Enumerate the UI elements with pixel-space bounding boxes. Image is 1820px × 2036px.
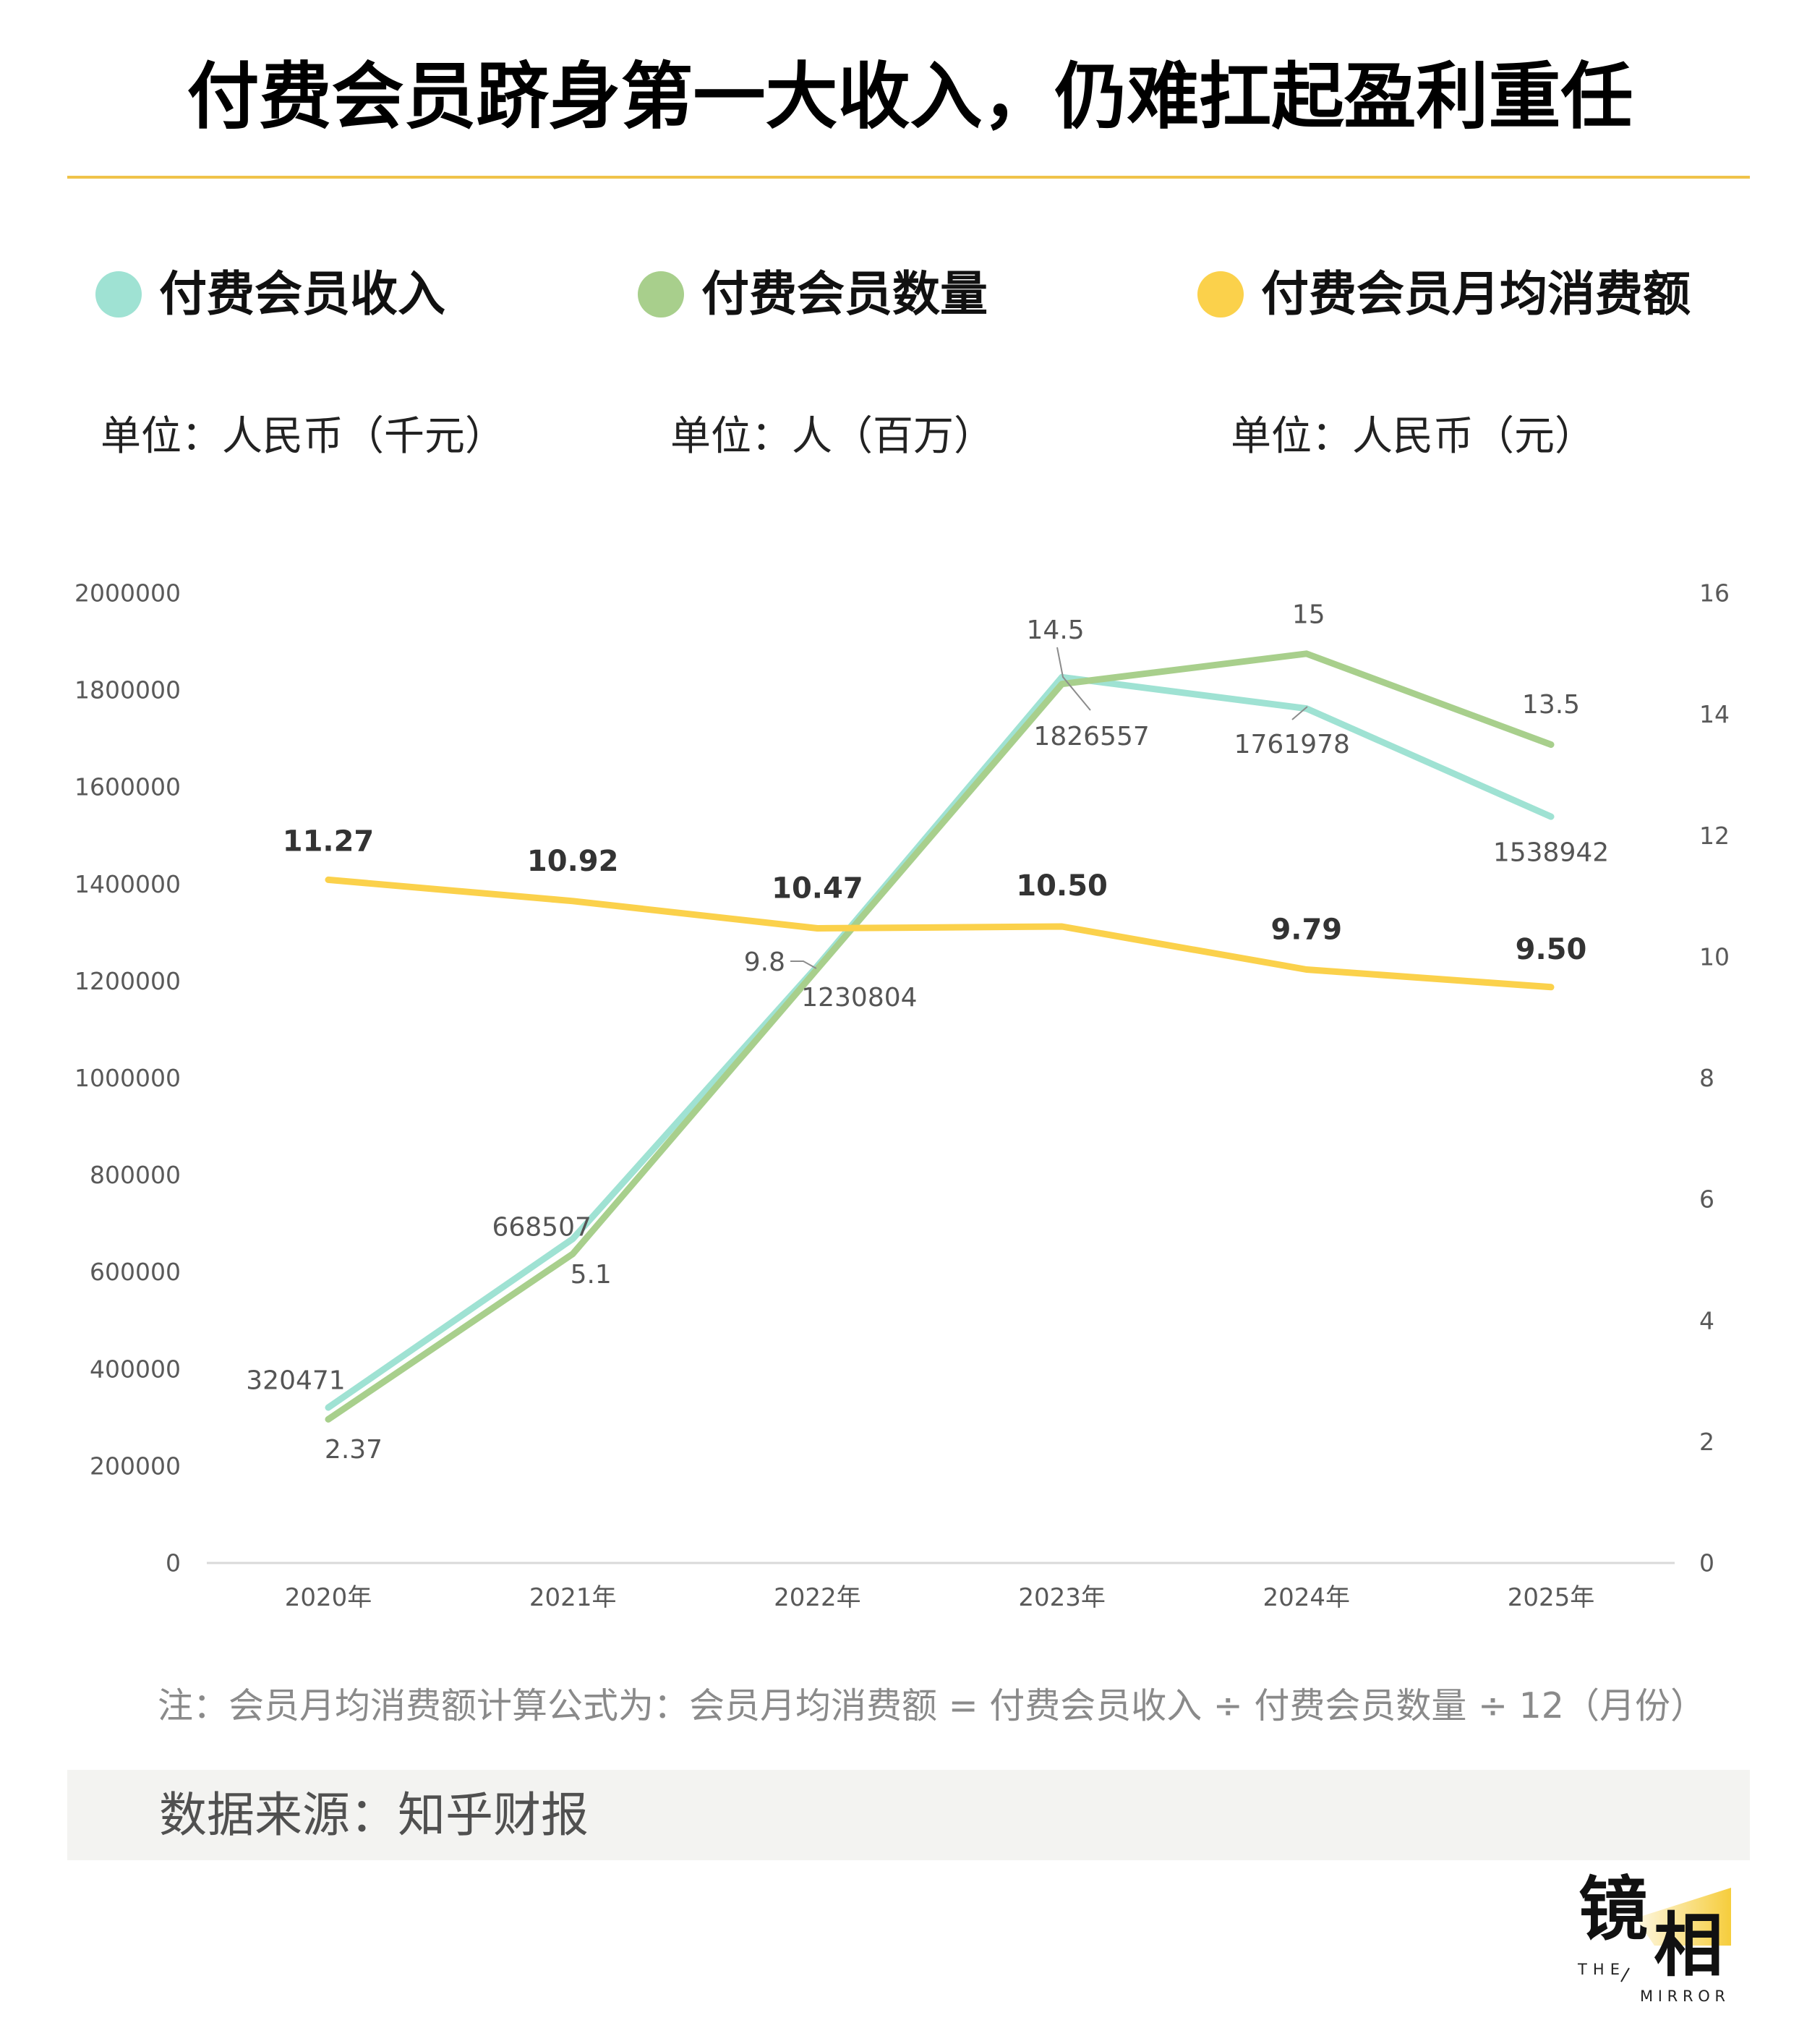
right-axis-tick-label: 12 (1699, 822, 1730, 850)
right-axis-tick-label: 2 (1699, 1428, 1714, 1456)
title-underline (67, 176, 1750, 179)
data-label-monthly-spend: 9.50 (1516, 933, 1587, 966)
data-label-leader-line (1056, 647, 1091, 711)
logo-char-right: 相 (1654, 1905, 1723, 1986)
legend-label-revenue: 付费会员收入 (159, 266, 445, 322)
data-label-monthly-spend: 10.50 (1016, 869, 1108, 903)
formula-note: 注：会员月均消费额计算公式为：会员月均消费额 = 付费会员收入 ÷ 付费会员数量… (158, 1685, 1706, 1726)
category-labels: 2020年 2021年 2022年 2023年 2024年 2025年 (285, 1583, 1595, 1612)
right-axis-tick-label: 16 (1699, 579, 1730, 608)
data-label-member-count: 5.1 (571, 1260, 612, 1290)
right-axis-tick-label: 4 (1699, 1306, 1714, 1334)
left-axis-tick-label: 2000000 (74, 579, 181, 608)
series-lines (325, 650, 1555, 1423)
left-axis-tick-label: 1600000 (74, 773, 181, 801)
source-band: 数据来源：知乎财报 (67, 1770, 1750, 1860)
page-title: 付费会员跻身第一大收入，仍难扛起盈利重任 (187, 54, 1633, 139)
x-axis-category-label: 2022年 (774, 1583, 861, 1612)
data-label-revenue: 1761978 (1234, 730, 1350, 759)
logo-light-beam-shape (1636, 1888, 1731, 1946)
data-label-revenue: 1826557 (1033, 722, 1149, 751)
logo-slash (1620, 1967, 1630, 1982)
line-chart: 0 200000 400000 600000 800000 1000000 1200000 1… (74, 579, 1730, 1613)
data-labels: 320471 668507 1230804 1826557 1761978 1538942… (246, 600, 1609, 1465)
right-axis-tick-label: 8 (1699, 1064, 1714, 1092)
logo-char-left: 镜 (1578, 1869, 1648, 1950)
logo-text-the: THE (1577, 1961, 1620, 1978)
legend-dot-revenue (95, 271, 142, 318)
left-axis-tick-label: 800000 (90, 1161, 181, 1189)
legend-label-monthly-spend: 付费会员月均消费额 (1261, 266, 1691, 322)
left-axis-tick-label: 1000000 (74, 1064, 181, 1092)
x-axis-category-label: 2021年 (529, 1583, 617, 1612)
data-label-monthly-spend: 10.92 (527, 845, 619, 878)
right-axis-tick-label: 0 (1699, 1549, 1714, 1577)
x-axis-category-label: 2020年 (285, 1583, 372, 1612)
data-label-monthly-spend: 10.47 (772, 872, 863, 906)
right-axis-tick-label: 10 (1699, 942, 1730, 971)
right-axis-tick-label: 14 (1699, 700, 1730, 728)
left-axis-tick-label: 1400000 (74, 870, 181, 898)
label-leader-lines (790, 647, 1308, 969)
left-axis-tick-label: 400000 (90, 1355, 181, 1383)
legend-item-revenue: 付费会员收入 (95, 268, 445, 321)
source-text: 数据来源：知乎财报 (159, 1787, 589, 1843)
series-line-member-count (325, 650, 1555, 1423)
data-label-monthly-spend: 9.79 (1270, 913, 1342, 947)
data-label-member-count: 15 (1292, 600, 1325, 629)
data-label-member-count: 14.5 (1027, 616, 1085, 645)
data-label-leader-line (1291, 706, 1308, 720)
data-label-leader-line (790, 961, 817, 969)
right-axis-tick-label: 6 (1699, 1185, 1714, 1214)
data-label-member-count: 9.8 (744, 947, 785, 977)
data-label-revenue: 1538942 (1493, 838, 1609, 868)
legend-item-monthly-spend: 付费会员月均消费额 (1197, 268, 1691, 321)
x-axis-category-label: 2024年 (1263, 1583, 1351, 1612)
legend-item-member-count: 付费会员数量 (638, 268, 988, 321)
left-axis-tick-label: 200000 (90, 1452, 181, 1480)
legend-dot-member-count (638, 271, 684, 318)
data-label-monthly-spend: 11.27 (283, 825, 375, 858)
brand-logo: 镜 相 THE MIRROR (1577, 1869, 1731, 2005)
axis-tick-labels: 0 200000 400000 600000 800000 1000000 1200000 1… (74, 579, 1730, 1577)
legend-dot-monthly-spend (1197, 271, 1244, 318)
x-axis-category-label: 2025年 (1508, 1583, 1595, 1612)
data-label-member-count: 13.5 (1522, 690, 1580, 720)
data-label-revenue: 320471 (246, 1366, 345, 1396)
data-label-revenue: 1230804 (801, 983, 917, 1013)
left-axis-tick-label: 1200000 (74, 967, 181, 995)
unit-label-member-count: 单位：人（百万） (670, 413, 994, 460)
data-label-member-count: 2.37 (325, 1435, 383, 1465)
left-axis-tick-label: 0 (166, 1549, 181, 1577)
series-line-monthly-spend (325, 876, 1555, 991)
x-axis-category-label: 2023年 (1018, 1583, 1106, 1612)
left-axis-tick-label: 600000 (90, 1258, 181, 1286)
left-axis-tick-label: 1800000 (74, 676, 181, 704)
unit-label-monthly-spend: 单位：人民币（元） (1231, 413, 1595, 460)
data-label-revenue: 668507 (492, 1212, 591, 1242)
unit-label-revenue: 单位：人民币（千元） (101, 413, 505, 460)
legend-label-member-count: 付费会员数量 (701, 266, 988, 322)
logo-text-mirror: MIRROR (1640, 1988, 1725, 2005)
